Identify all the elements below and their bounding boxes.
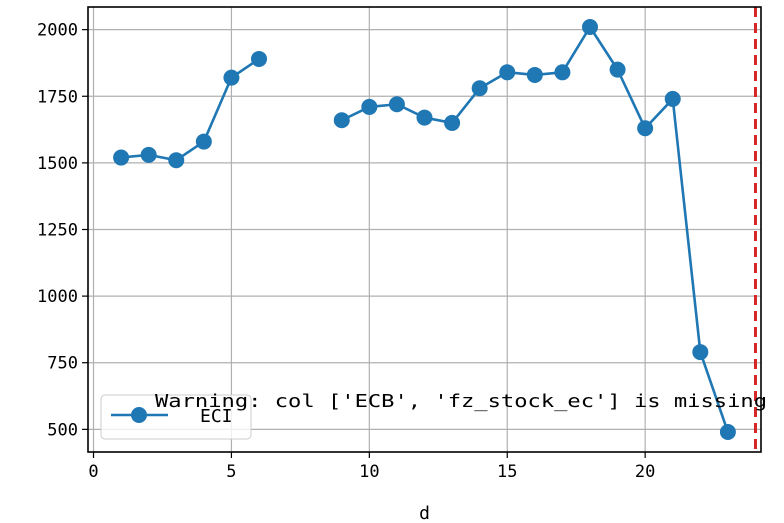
- data-point: [719, 424, 736, 441]
- x-tick-label: 20: [635, 462, 655, 482]
- data-point: [471, 80, 488, 97]
- legend: ECI: [100, 394, 252, 440]
- data-point: [223, 69, 240, 86]
- data-point: [168, 152, 185, 169]
- y-tick-label: 1500: [37, 154, 78, 174]
- grid-lines: [88, 7, 761, 452]
- data-point: [388, 96, 405, 113]
- y-tick-label: 750: [47, 354, 78, 374]
- series-layer: [113, 18, 736, 441]
- data-point: [692, 344, 709, 361]
- data-point: [113, 149, 130, 166]
- x-tick-label: 10: [359, 462, 379, 482]
- data-point: [444, 114, 461, 131]
- y-tick-label: 1000: [37, 287, 78, 307]
- legend-entry-eci: ECI: [200, 406, 233, 427]
- x-axis-ticks: 0 5 10 15 20: [88, 452, 655, 482]
- data-point: [664, 90, 681, 107]
- y-axis-ticks: 500 750 1000 1250 1500 1750 2000: [37, 21, 88, 440]
- legend-box: [100, 394, 252, 440]
- data-point: [361, 98, 378, 115]
- x-axis-label: d: [419, 503, 430, 523]
- data-point: [554, 64, 571, 81]
- data-point: [609, 61, 626, 78]
- data-point: [581, 18, 598, 35]
- x-tick-label: 5: [226, 462, 236, 482]
- data-point: [195, 133, 212, 150]
- y-tick-label: 1750: [37, 87, 78, 107]
- data-point: [416, 109, 433, 126]
- y-tick-label: 2000: [37, 21, 78, 41]
- y-tick-label: 1250: [37, 221, 78, 241]
- data-point: [637, 120, 654, 137]
- y-tick-label: 500: [47, 420, 78, 440]
- legend-marker-swatch: [131, 407, 147, 423]
- data-point: [499, 64, 516, 81]
- warning-annotation: Warning: col ['ECB', 'fz_stock_ec'] is m…: [155, 391, 767, 412]
- data-point: [526, 66, 543, 83]
- x-tick-label: 15: [497, 462, 517, 482]
- data-point: [333, 112, 350, 129]
- data-point: [140, 146, 157, 163]
- x-tick-label: 0: [88, 462, 98, 482]
- data-point: [251, 50, 268, 67]
